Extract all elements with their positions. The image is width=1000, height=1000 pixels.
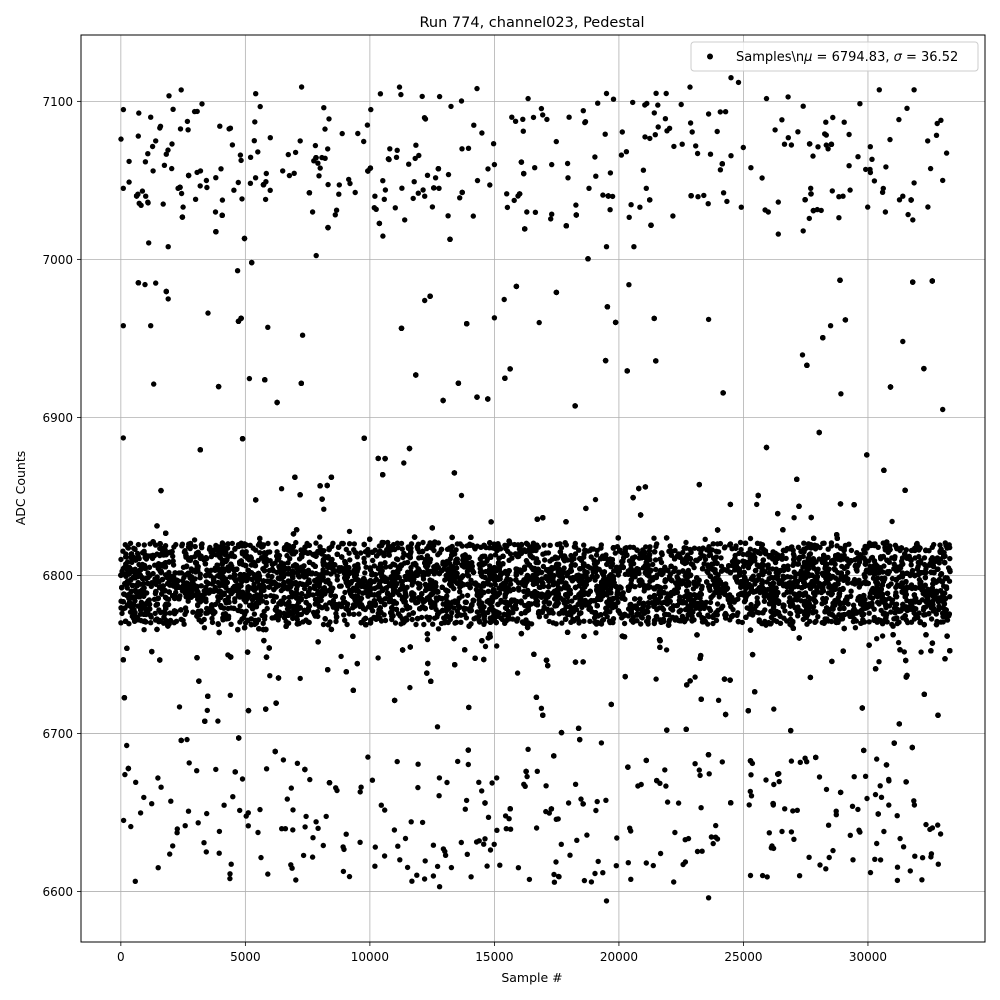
data-point [525, 746, 531, 752]
data-point [538, 705, 545, 711]
data-point [278, 486, 285, 492]
data-point [715, 697, 722, 703]
data-point [338, 653, 344, 660]
data-point [707, 599, 714, 606]
data-point [663, 647, 670, 653]
data-point [771, 706, 777, 712]
data-point [155, 775, 161, 781]
data-point [234, 268, 241, 274]
data-point [401, 460, 407, 466]
data-point [321, 506, 327, 512]
data-point [146, 240, 152, 246]
data-point [889, 518, 895, 525]
data-point [710, 541, 716, 547]
data-point [346, 528, 353, 535]
data-point [852, 625, 859, 631]
data-point [148, 620, 154, 626]
data-point [342, 617, 348, 624]
data-points [118, 75, 953, 904]
data-point [879, 633, 886, 639]
data-point [394, 147, 400, 153]
data-point [317, 534, 323, 540]
data-point [375, 655, 381, 661]
data-point [313, 252, 319, 259]
chart-title: Run 774, channel023, Pedestal [419, 15, 644, 31]
data-point [297, 675, 303, 682]
data-point [598, 740, 605, 746]
data-point [918, 649, 924, 655]
data-point [874, 636, 880, 642]
data-point [185, 808, 192, 814]
data-point [592, 496, 599, 503]
data-point [702, 536, 708, 542]
data-point [204, 707, 210, 714]
data-point [215, 718, 221, 724]
data-point [482, 643, 489, 650]
data-point [464, 592, 471, 599]
data-point [170, 553, 176, 559]
data-point [791, 515, 797, 521]
data-point [424, 636, 431, 643]
data-point [747, 535, 754, 542]
data-point [176, 704, 183, 710]
data-point [593, 630, 599, 636]
data-point [191, 537, 198, 543]
data-point [310, 592, 316, 598]
data-point [573, 202, 579, 208]
data-point [246, 375, 253, 382]
data-point [766, 570, 772, 576]
data-point [637, 596, 643, 602]
data-point [895, 639, 902, 646]
data-point [876, 659, 882, 665]
data-point [788, 142, 795, 148]
data-point [901, 649, 907, 655]
data-point [692, 674, 698, 680]
data-point [458, 492, 465, 499]
data-point [838, 391, 844, 397]
data-point [514, 670, 521, 676]
data-point [151, 381, 157, 387]
data-point [799, 352, 806, 358]
data-point [227, 692, 233, 698]
data-point [653, 676, 659, 682]
data-point [468, 577, 474, 583]
data-point [334, 577, 340, 583]
data-point [201, 625, 208, 631]
data-point [141, 627, 147, 633]
data-point [435, 626, 442, 632]
data-point [124, 742, 130, 749]
data-point [754, 501, 760, 508]
data-point [501, 296, 507, 303]
data-point [494, 643, 500, 649]
data-point [911, 180, 917, 186]
data-point [407, 684, 413, 691]
data-point [184, 736, 190, 743]
data-point [651, 535, 657, 541]
data-point [380, 233, 386, 239]
data-point [142, 281, 148, 288]
data-point [434, 724, 441, 730]
data-point [455, 758, 461, 765]
data-point [267, 673, 273, 679]
